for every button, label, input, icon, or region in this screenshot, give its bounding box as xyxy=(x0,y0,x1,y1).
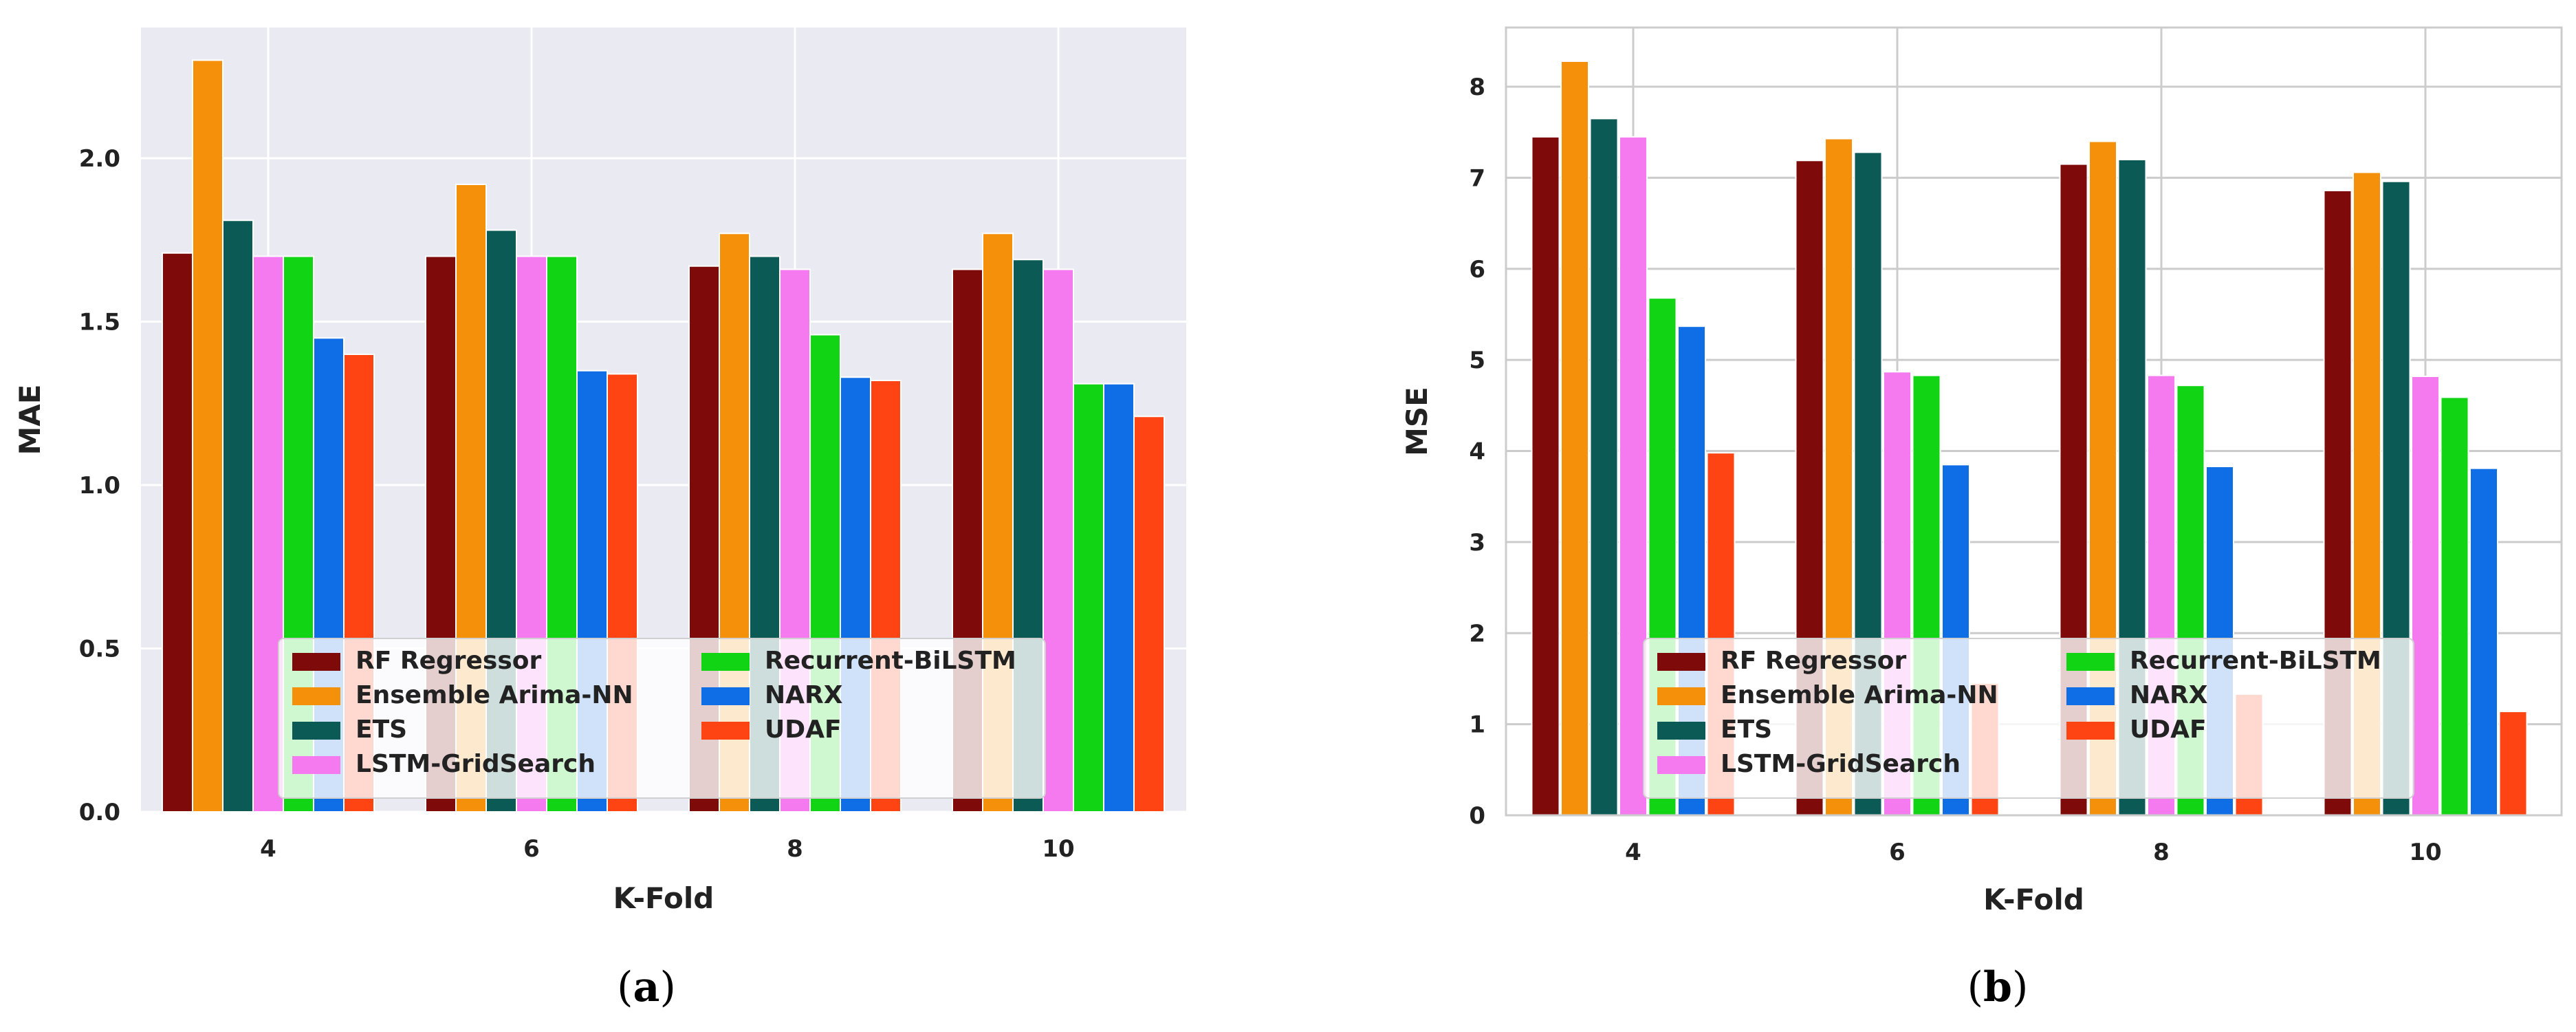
y-tick-label: 5 xyxy=(1469,347,1485,374)
legend-item: ETS xyxy=(1657,716,1772,744)
legend-swatch-narx xyxy=(701,687,750,705)
legend-swatch-ensemble_arima_nn xyxy=(292,687,340,705)
y-axis-label: MSE xyxy=(1400,387,1434,456)
x-tick-label: 4 xyxy=(260,835,276,863)
legend-label: Recurrent-BiLSTM xyxy=(765,647,1016,675)
legend-item: UDAF xyxy=(2066,716,2207,744)
bar-recurrent_bilstm-10 xyxy=(1073,383,1104,813)
legend-item: LSTM-GridSearch xyxy=(292,750,596,778)
bar-rf_regressor-4 xyxy=(1531,136,1560,816)
legend-label: UDAF xyxy=(2130,716,2207,744)
x-axis-label: K-Fold xyxy=(613,881,714,915)
legend: RF Regressor Ensemble Arima-NN ETS LSTM-Gri… xyxy=(278,638,1046,799)
caption-close: ) xyxy=(659,963,675,1011)
legend-swatch-rf_regressor xyxy=(1657,653,1705,671)
legend-label: RF Regressor xyxy=(356,647,542,675)
legend-label: ETS xyxy=(356,716,407,744)
legend-item: UDAF xyxy=(701,716,842,744)
bar-lstm_gridsearch-4 xyxy=(1619,136,1648,816)
legend-swatch-lstm_gridsearch xyxy=(1657,756,1705,774)
legend-label: RF Regressor xyxy=(1721,647,1907,675)
panel-caption: (b) xyxy=(1967,963,2029,1011)
legend-swatch-recurrent_bilstm xyxy=(701,653,750,671)
legend-item: RF Regressor xyxy=(292,647,542,675)
panel-caption: (a) xyxy=(617,963,676,1011)
legend-label: Ensemble Arima-NN xyxy=(1721,681,1998,709)
legend-item: Ensemble Arima-NN xyxy=(292,681,633,709)
legend-swatch-ets xyxy=(1657,722,1705,740)
y-tick-label: 2 xyxy=(1469,620,1485,647)
bar-ensemble_arima_nn-4 xyxy=(192,59,223,813)
y-tick-label: 0 xyxy=(1469,802,1485,830)
legend-label: LSTM-GridSearch xyxy=(1721,750,1961,778)
x-tick-label: 4 xyxy=(1625,839,1641,866)
legend-box xyxy=(278,638,1046,799)
legend-label: ETS xyxy=(1721,716,1772,744)
legend-item: Recurrent-BiLSTM xyxy=(701,647,1016,675)
legend: RF Regressor Ensemble Arima-NN ETS LSTM-Gri… xyxy=(1643,638,2414,799)
caption-open: ( xyxy=(1967,963,1983,1011)
legend-label: NARX xyxy=(765,681,843,709)
legend-swatch-udaf xyxy=(2066,722,2115,740)
plot-frame xyxy=(1505,26,2563,817)
y-tick-label: 4 xyxy=(1469,438,1485,466)
legend-swatch-ets xyxy=(292,722,340,740)
y-tick-label: 2.0 xyxy=(79,145,120,173)
y-tick-label: 6 xyxy=(1469,256,1485,283)
bar-udaf-10 xyxy=(2498,711,2528,816)
legend-item: ETS xyxy=(292,716,407,744)
caption-open: ( xyxy=(617,963,633,1011)
bar-narx-10 xyxy=(2469,467,2498,816)
x-tick-label: 10 xyxy=(2409,839,2441,866)
legend-swatch-narx xyxy=(2066,687,2115,705)
bar-ets-4 xyxy=(1589,118,1619,817)
y-tick-label: 0.5 xyxy=(79,636,120,663)
legend-item: Recurrent-BiLSTM xyxy=(2066,647,2381,675)
x-tick-label: 8 xyxy=(2153,839,2170,866)
legend-item: RF Regressor xyxy=(1657,647,1907,675)
caption-letter: b xyxy=(1983,963,2012,1011)
caption-letter: a xyxy=(633,963,660,1011)
y-tick-label: 1.5 xyxy=(79,309,120,336)
y-tick-label: 7 xyxy=(1469,164,1485,192)
legend-item: NARX xyxy=(2066,681,2208,709)
legend-label: NARX xyxy=(2130,681,2208,709)
caption-close: ) xyxy=(2012,963,2028,1011)
legend-swatch-rf_regressor xyxy=(292,653,340,671)
panel-a: 0.0 0.5 1.0 1.5 2.0 4 6 8 10 K-Fold MAE RF Regresso… xyxy=(13,28,1186,1011)
legend-item: LSTM-GridSearch xyxy=(1657,750,1961,778)
x-tick-label: 6 xyxy=(523,835,540,863)
x-tick-label: 8 xyxy=(787,835,803,863)
y-tick-label: 1.0 xyxy=(79,472,120,499)
y-tick-label: 8 xyxy=(1469,74,1485,101)
legend-swatch-ensemble_arima_nn xyxy=(1657,687,1705,705)
y-tick-label: 1 xyxy=(1469,711,1485,739)
bar-rf_regressor-4 xyxy=(162,252,193,813)
y-tick-label: 3 xyxy=(1469,529,1485,557)
legend-box xyxy=(1643,638,2414,799)
x-tick-label: 6 xyxy=(1889,839,1906,866)
x-axis-label: K-Fold xyxy=(1983,883,2084,916)
y-axis-label: MAE xyxy=(13,385,47,455)
legend-label: Ensemble Arima-NN xyxy=(356,681,633,709)
legend-label: Recurrent-BiLSTM xyxy=(2130,647,2381,675)
y-tick-label: 0.0 xyxy=(79,799,120,826)
bar-ensemble_arima_nn-4 xyxy=(1560,60,1589,816)
legend-item: NARX xyxy=(701,681,843,709)
legend-swatch-udaf xyxy=(701,722,750,740)
bar-recurrent_bilstm-10 xyxy=(2440,396,2469,816)
legend-swatch-lstm_gridsearch xyxy=(292,756,340,774)
legend-swatch-recurrent_bilstm xyxy=(2066,653,2115,671)
legend-label: UDAF xyxy=(765,716,842,744)
bar-udaf-10 xyxy=(1133,416,1165,813)
bar-narx-10 xyxy=(1103,383,1135,813)
bar-lstm_gridsearch-10 xyxy=(2411,375,2440,816)
legend-label: LSTM-GridSearch xyxy=(356,750,596,778)
bar-lstm_gridsearch-10 xyxy=(1043,268,1074,813)
panel-b: 0 1 2 3 4 5 6 7 8 4 6 8 10 K-Fold MSE RF Regressor Ensem… xyxy=(1400,26,2563,1011)
legend-item: Ensemble Arima-NN xyxy=(1657,681,1998,709)
bar-ets-4 xyxy=(222,219,254,813)
x-tick-label: 10 xyxy=(1042,835,1074,863)
